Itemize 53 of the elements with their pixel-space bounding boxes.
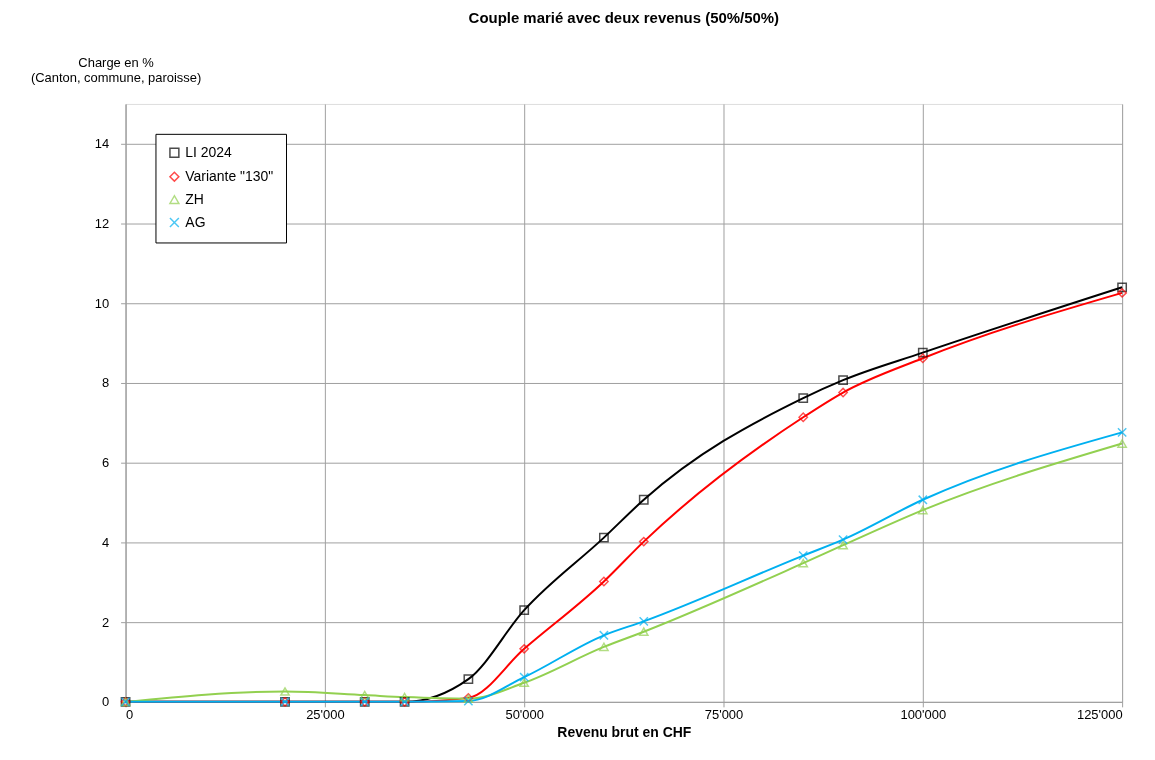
point bbox=[598, 532, 609, 543]
y-tick-label: 8 bbox=[101, 375, 110, 391]
legend-label: Variante "130" bbox=[185, 167, 274, 184]
point bbox=[598, 642, 609, 652]
x-tick-label: 125'000 bbox=[1076, 707, 1123, 723]
point bbox=[838, 534, 848, 545]
point bbox=[798, 550, 809, 561]
point bbox=[798, 412, 809, 423]
point bbox=[798, 558, 809, 568]
chart-title: Couple marié avec deux revenus (50%/50%) bbox=[468, 9, 780, 27]
point bbox=[598, 576, 609, 587]
y-tick-label: 14 bbox=[94, 136, 110, 152]
point bbox=[519, 678, 530, 688]
point bbox=[638, 494, 649, 505]
x-tick-label: 75'000 bbox=[704, 707, 744, 723]
point bbox=[1117, 427, 1128, 438]
x-tick-label: 0 bbox=[126, 707, 134, 723]
point bbox=[917, 505, 928, 515]
point bbox=[598, 630, 609, 641]
legend-label: AG bbox=[185, 213, 206, 230]
point bbox=[917, 347, 928, 358]
point bbox=[638, 536, 649, 547]
x-tick-label: 25'000 bbox=[306, 707, 345, 723]
point bbox=[917, 353, 928, 364]
point bbox=[463, 674, 474, 685]
point bbox=[359, 690, 370, 700]
point bbox=[838, 540, 848, 550]
point bbox=[519, 643, 530, 654]
x-tick-label: 50'000 bbox=[505, 707, 544, 723]
x-tick-label: 100'000 bbox=[900, 707, 947, 723]
point bbox=[1117, 439, 1128, 448]
y-axis-title: Charge en % (Canton, commune, paroisse) bbox=[30, 54, 202, 85]
point bbox=[1117, 282, 1128, 293]
point bbox=[638, 627, 649, 637]
point bbox=[798, 393, 809, 404]
point bbox=[638, 616, 649, 627]
point bbox=[917, 494, 928, 505]
y-tick-label: 12 bbox=[94, 216, 110, 232]
y-tick-label: 6 bbox=[101, 455, 110, 471]
point bbox=[280, 687, 290, 696]
y-tick-label: 10 bbox=[94, 295, 110, 311]
point bbox=[519, 672, 530, 683]
point bbox=[1117, 287, 1128, 298]
point bbox=[399, 692, 410, 702]
x-axis-title: Revenu brut en CHF bbox=[557, 724, 692, 741]
y-tick-label: 0 bbox=[101, 694, 110, 710]
legend-label: ZH bbox=[185, 190, 204, 207]
point bbox=[519, 605, 530, 616]
legend-label: LI 2024 bbox=[185, 143, 233, 160]
y-tick-label: 4 bbox=[101, 534, 110, 550]
point bbox=[838, 387, 848, 398]
point bbox=[838, 375, 848, 386]
y-tick-label: 2 bbox=[101, 614, 110, 630]
